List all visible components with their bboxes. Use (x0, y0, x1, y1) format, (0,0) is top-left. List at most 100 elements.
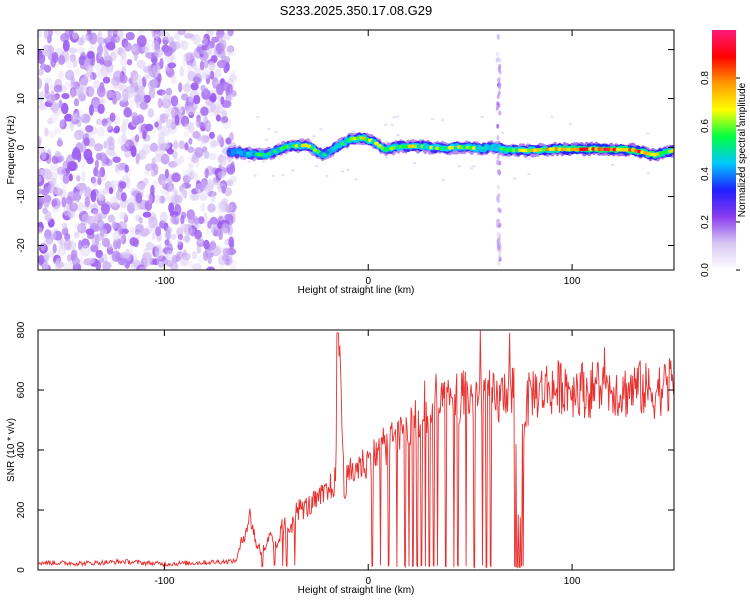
heatmap-noise-cell (38, 68, 44, 76)
heatmap-noise-cell (178, 140, 185, 150)
heatmap-noise-cell (38, 196, 45, 206)
heatmap-noise-cell (174, 114, 180, 126)
heatmap-spike-cell (498, 254, 502, 260)
heatmap-speck (500, 131, 504, 134)
snr-ytick-label: 600 (16, 381, 27, 398)
heatmap-noise-cell (107, 30, 112, 38)
heatmap-noise-cell (126, 59, 133, 66)
heatmap-noise-cell (68, 47, 78, 54)
heatmap-speck (384, 123, 388, 126)
colorbar: 0.0 0.2 0.4 0.6 0.8 Normalized spectral ampl… (700, 30, 748, 277)
heatmap-noise-cell (187, 62, 193, 74)
snr-x-label: Height of straight line (km) (298, 585, 415, 596)
heatmap-ridge-core (334, 144, 339, 149)
heatmap-noise-cell (84, 196, 91, 208)
heatmap-noise-cell (60, 102, 69, 115)
heatmap-noise-cell (206, 178, 216, 188)
heatmap-noise-cell (45, 251, 55, 258)
heatmap-noise-cell (152, 64, 161, 76)
heatmap-noise-cell (69, 121, 75, 132)
heatmap-noise-cell (202, 250, 209, 261)
snr-xtick-label: -100 (154, 576, 174, 587)
heatmap-spike-cell (497, 198, 501, 204)
heatmap-noise-cell (148, 216, 158, 229)
heatmap-noise-cell (42, 50, 51, 57)
heatmap-noise-cell (123, 107, 132, 118)
heatmap-ridge-core (524, 148, 529, 153)
heatmap-noise-cell (166, 148, 175, 155)
heatmap-noise-cell (174, 32, 181, 40)
heatmap-noise-cell (66, 57, 75, 69)
heatmap-noise-cell (209, 70, 215, 80)
heatmap-ridge-core (603, 147, 608, 152)
heatmap-noise-cell (74, 222, 85, 231)
heatmap-ridge-core (560, 147, 566, 152)
heatmap-speck (396, 115, 399, 118)
heatmap-spike-cell (498, 84, 502, 90)
heatmap-spike-cell (496, 123, 500, 129)
heatmap-noise-cell (205, 227, 215, 236)
heatmap-noise-cell (111, 79, 118, 90)
heatmap-noise-cell (188, 93, 194, 103)
heatmap-noise-cell (118, 30, 124, 40)
heatmap-noise-cell (67, 161, 77, 172)
heatmap-noise-cell (101, 188, 110, 195)
heatmap-spike-cell (497, 35, 500, 41)
heatmap-noise-cell (95, 249, 103, 259)
heatmap-noise-cell (199, 194, 208, 202)
heatmap-noise-cell (170, 95, 179, 107)
heatmap-noise-cell (83, 72, 90, 79)
heatmap-noise-cell (113, 239, 118, 250)
heatmap-noise-cell (127, 202, 136, 214)
heatmap-noise-cell (122, 91, 130, 99)
heatmap-noise-cell (111, 49, 118, 59)
heatmap-noise-cell (125, 31, 135, 41)
heatmap-speck (440, 119, 444, 122)
heatmap-noise-cell (58, 99, 63, 109)
colorbar-tick-label: 0.0 (700, 263, 711, 277)
heatmap-noise-cell (67, 209, 74, 219)
heatmap-noise-cell (38, 188, 44, 195)
heatmap-noise-cell (111, 30, 119, 35)
heatmap-speck (472, 165, 476, 168)
heatmap-noise-cell (162, 183, 171, 190)
heatmap-ridge-core (377, 144, 382, 148)
heatmap-speck (291, 169, 295, 172)
heatmap-ridge-core (413, 144, 419, 148)
heatmap-noise-cell (99, 98, 107, 106)
heatmap-speck (352, 130, 356, 133)
heatmap-noise-cell (109, 112, 116, 122)
heatmap-noise-cell (89, 42, 96, 51)
heatmap-noise-cell (38, 174, 45, 187)
heatmap-spike-cell (498, 64, 502, 69)
heatmap-noise-cell (171, 114, 176, 124)
heatmap-noise-cell (96, 126, 105, 137)
heatmap-noise-cell (166, 118, 173, 129)
heatmap-noise-cell (61, 93, 70, 100)
heatmap-noise-cell (85, 228, 95, 236)
heatmap-noise-cell (51, 199, 58, 207)
heatmap-noise-cell (126, 177, 131, 189)
heatmap-noise-cell (180, 115, 190, 127)
heatmap-noise-cell (123, 214, 128, 223)
heatmap-noise-cell (153, 163, 159, 176)
heatmap-noise-cell (147, 108, 155, 118)
heatmap-noise-cell (38, 53, 46, 65)
heatmap-speck (319, 128, 323, 131)
heatmap-ridge-core (331, 146, 336, 151)
heatmap-noise-cell (156, 89, 166, 96)
heatmap-noise-cell (135, 192, 143, 204)
heatmap-noise-cell (39, 63, 47, 70)
heatmap-noise-cell (223, 204, 233, 213)
heatmap-noise-cell (133, 49, 139, 62)
heatmap-noise-cell (62, 39, 70, 52)
heatmap-noise-cell (45, 210, 52, 223)
heatmap-spike-cell (496, 219, 500, 225)
heatmap-noise-cell (171, 172, 181, 183)
heatmap-noise-cell (110, 202, 120, 211)
heatmap-noise-cell (45, 234, 54, 245)
heatmap-noise-cell (189, 194, 199, 201)
heatmap-noise-cell (96, 194, 106, 206)
heatmap-noise-cell (134, 134, 140, 143)
heatmap-noise-cell (100, 65, 109, 77)
